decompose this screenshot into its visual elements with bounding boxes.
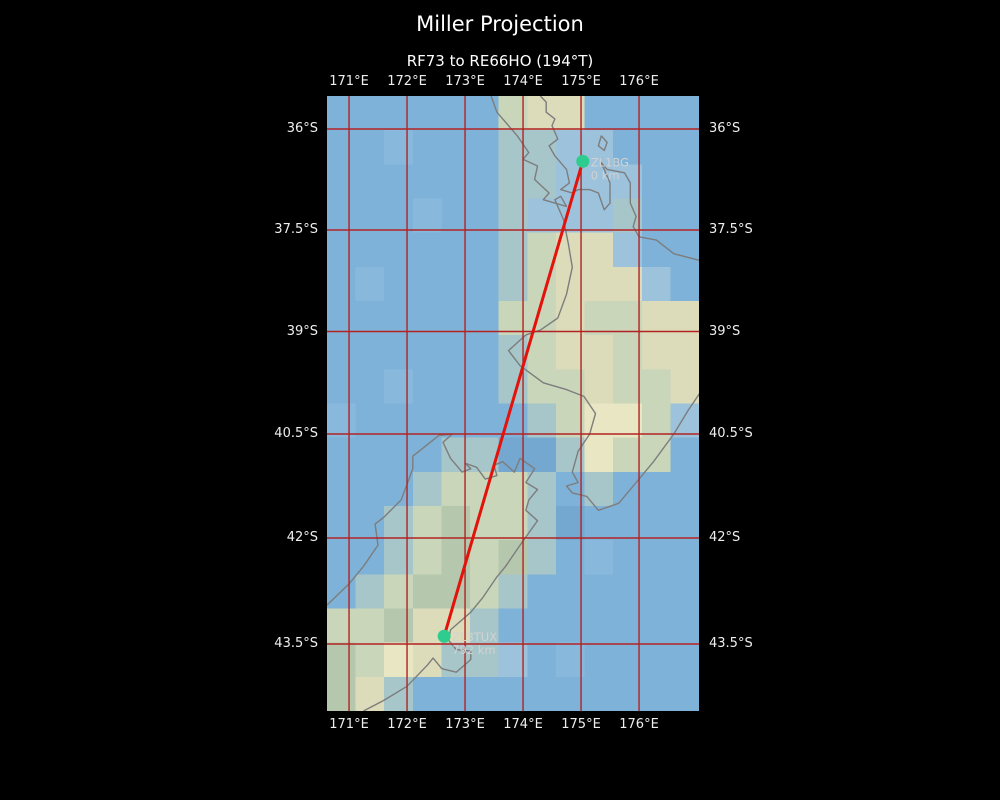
tick-top-176°E: 176°E xyxy=(619,74,659,89)
tick-bottom-172°E: 172°E xyxy=(387,717,427,732)
tick-bottom-176°E: 176°E xyxy=(619,717,659,732)
tick-bottom-175°E: 175°E xyxy=(561,717,601,732)
marker-distance: 0 km xyxy=(591,168,620,182)
track-line xyxy=(442,159,585,638)
tick-top-172°E: 172°E xyxy=(387,74,427,89)
tick-top-174°E: 174°E xyxy=(503,74,543,89)
axes-title: RF73 to RE66HO (194°T) xyxy=(406,52,594,70)
marker-dot-ZL1BG xyxy=(576,154,590,168)
marker-dot-ZL3TUX xyxy=(437,629,451,643)
tick-top-173°E: 173°E xyxy=(445,74,485,89)
tick-bottom-171°E: 171°E xyxy=(329,717,369,732)
coastline-path xyxy=(327,433,539,711)
tick-right-39°S: 39°S xyxy=(709,323,741,339)
tick-left-40.5°S: 40.5°S xyxy=(274,426,318,441)
marker-label: ZL1BG xyxy=(591,155,629,169)
graticule-layer xyxy=(327,96,699,711)
tick-left-43.5°S: 43.5°S xyxy=(274,636,318,651)
tick-right-36°S: 36°S xyxy=(709,121,741,136)
marker-distance: 792 km xyxy=(452,643,495,657)
coastline-layer xyxy=(327,96,699,711)
tick-right-37.5°S: 37.5°S xyxy=(709,222,753,237)
tick-top-171°E: 171°E xyxy=(329,74,369,89)
tick-left-42°S: 42°S xyxy=(286,530,318,545)
tick-bottom-174°E: 174°E xyxy=(503,717,543,732)
tick-left-37.5°S: 37.5°S xyxy=(274,222,318,237)
coastline-path xyxy=(490,96,699,511)
tick-right-42°S: 42°S xyxy=(709,530,741,545)
coastline-path xyxy=(597,135,608,152)
tick-right-40.5°S: 40.5°S xyxy=(709,426,753,441)
marker-label: ZL3TUX xyxy=(452,630,497,644)
coastline-path xyxy=(539,96,699,261)
tick-bottom-173°E: 173°E xyxy=(445,717,485,732)
tick-right-43.5°S: 43.5°S xyxy=(709,636,753,651)
tick-left-39°S: 39°S xyxy=(286,323,318,339)
tick-top-175°E: 175°E xyxy=(561,74,601,89)
tick-left-36°S: 36°S xyxy=(286,121,318,136)
figure-title: Miller Projection xyxy=(416,12,584,36)
